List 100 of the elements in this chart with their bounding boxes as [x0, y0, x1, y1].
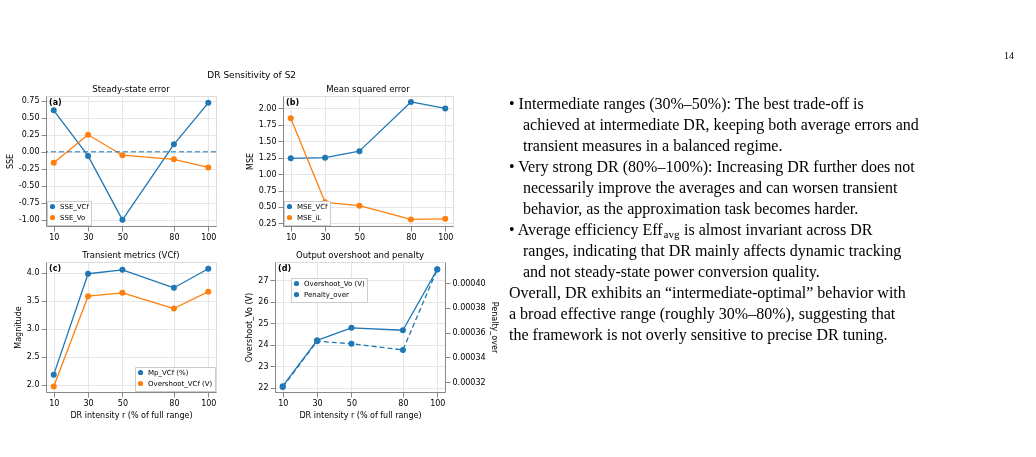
x-tick-label: 30 — [83, 232, 94, 242]
point — [50, 107, 57, 114]
point — [407, 98, 414, 105]
y-tick-label: 27 — [258, 275, 269, 285]
point — [399, 327, 406, 334]
chart-title: Mean squared error — [326, 83, 411, 94]
x-tick-label: 80 — [169, 398, 180, 408]
y2-tick-label: 0.00032 — [452, 377, 486, 387]
y-tick-label: 2.5 — [26, 352, 40, 362]
y-tick-label: 23 — [258, 361, 269, 371]
y-axis-title: SSE — [5, 153, 15, 170]
annotation: (a) — [49, 98, 62, 107]
point — [205, 164, 212, 171]
x-tick-label: 80 — [169, 232, 180, 242]
chart-title: Steady-state error — [92, 83, 171, 94]
y-tick-label: 0.50 — [21, 113, 40, 123]
text: Overall, DR exhibits an “intermediate-optimal” behavior with a broad effective range (roughly 30%–80%), suggesting that the framework is not overly sensitive to precise DR tuning. — [509, 284, 906, 344]
y-tick-label: -0.75 — [18, 198, 40, 208]
point — [205, 265, 212, 272]
point — [85, 293, 92, 300]
point — [442, 105, 449, 112]
point — [119, 266, 126, 273]
y-tick-label: 0.50 — [258, 202, 277, 212]
x-tick-label: 30 — [312, 398, 323, 408]
y-tick-label: -1.00 — [18, 215, 40, 225]
y-tick-label: 3.5 — [26, 296, 40, 306]
point — [170, 305, 177, 312]
x-tick-label: 100 — [438, 232, 454, 242]
annotation: (b) — [286, 98, 300, 107]
point — [170, 141, 177, 148]
y-tick-label: 0.25 — [258, 218, 277, 228]
y-tick-label: 0.00 — [21, 147, 40, 157]
x-axis-title: DR intensity r (% of full range) — [70, 410, 193, 420]
text: • Intermediate ranges (30%–50%): The best trade-off is achieved at intermediate DR, keeping both average errors and transient measures in a balanced regime. — [509, 95, 919, 155]
x-tick-label: 100 — [430, 398, 446, 408]
point — [85, 131, 92, 138]
y-tick-label: 26 — [258, 297, 269, 307]
point — [170, 284, 177, 291]
y-tick-label: 1.00 — [258, 169, 277, 179]
point — [119, 152, 126, 159]
point — [119, 216, 126, 223]
x-tick-label: 30 — [320, 232, 331, 242]
point — [287, 155, 294, 162]
chart-title: Output overshoot and penalty — [295, 249, 425, 260]
point — [205, 288, 212, 295]
y2-tick-label: 0.00036 — [452, 328, 486, 338]
point — [170, 156, 177, 163]
x-tick-label: 50 — [117, 398, 129, 408]
y-tick-label: 1.50 — [258, 136, 277, 146]
x-tick-label: 10 — [278, 398, 289, 408]
y2-tick-label: 0.00038 — [452, 303, 486, 313]
y-tick-label: 2.00 — [258, 103, 277, 113]
point — [356, 202, 363, 209]
point — [85, 152, 92, 159]
point — [287, 115, 294, 122]
y-tick-label: 4.0 — [26, 268, 40, 278]
y-axis-title: MSE — [245, 152, 255, 171]
point — [356, 148, 363, 155]
x-tick-label: 10 — [49, 398, 60, 408]
y-tick-label: 1.75 — [258, 120, 277, 130]
y2-tick-label: 0.00034 — [452, 352, 486, 362]
x-tick-label: 80 — [398, 398, 409, 408]
y-tick-label: 0.75 — [258, 186, 277, 196]
annotation: (d) — [278, 264, 292, 273]
point — [50, 159, 57, 166]
x-tick-label: 100 — [201, 232, 217, 242]
y-tick-label: 0.25 — [21, 130, 40, 140]
y-tick-label: 0.75 — [21, 96, 40, 106]
point — [407, 216, 414, 223]
point — [348, 324, 355, 331]
x-axis-title: DR intensity r (% of full range) — [299, 410, 422, 420]
y-tick-label: 22 — [258, 383, 269, 393]
x-tick-label: 10 — [286, 232, 297, 242]
text: DR Sensitivity of S2 — [207, 70, 297, 80]
x-tick-label: 30 — [83, 398, 94, 408]
x-tick-label: 50 — [117, 232, 129, 242]
point — [50, 371, 57, 378]
x-tick-label: 10 — [49, 232, 60, 242]
point — [442, 215, 449, 222]
y-tick-label: -0.50 — [18, 181, 40, 191]
text: 14 — [1004, 50, 1014, 61]
point — [85, 270, 92, 277]
y-tick-label: 1.25 — [258, 153, 277, 163]
x-tick-label: 50 — [346, 398, 358, 408]
y-tick-label: 25 — [258, 318, 269, 328]
point — [434, 266, 441, 273]
chart-title: Transient metrics (VCf) — [81, 249, 180, 260]
point — [50, 383, 57, 390]
y-axis-title: Overshoot_Vo (V) — [245, 292, 255, 363]
y-tick-label: 2.0 — [26, 380, 40, 390]
x-tick-label: 50 — [354, 232, 366, 242]
x-tick-label: 100 — [201, 398, 217, 408]
y2-axis-title: Penalty_over — [489, 301, 499, 354]
annotation: (c) — [49, 264, 62, 273]
y2-tick-label: 0.00040 — [452, 278, 486, 288]
y-axis-title: Magnitude — [13, 306, 23, 349]
y-tick-label: 24 — [258, 340, 269, 350]
y-tick-label: -0.25 — [18, 164, 40, 174]
point — [205, 99, 212, 106]
text: • Very strong DR (80%–100%): Increasing DR further does not necessarily improve the averages and can worsen transient behavior, as the approximation task becomes harder. — [509, 158, 916, 218]
